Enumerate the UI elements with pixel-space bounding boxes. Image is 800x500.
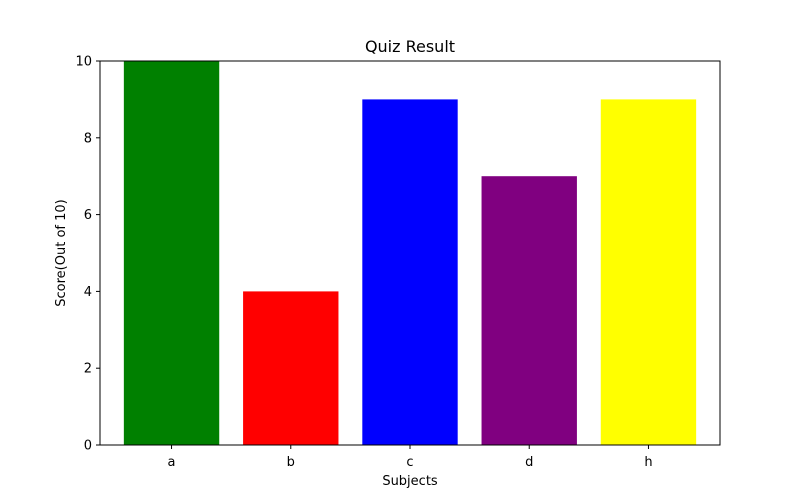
y-axis-label: Score(Out of 10) — [54, 199, 69, 306]
chart-title: Quiz Result — [365, 37, 455, 56]
bar-c — [362, 99, 458, 446]
bar-h — [600, 99, 697, 446]
y-axis-ticks: 0 2 4 6 8 10 — [75, 55, 100, 454]
x-tick-label-h: h — [644, 455, 652, 470]
bar-a — [123, 61, 220, 445]
y-tick-label-0: 0 — [84, 439, 92, 454]
bars-layer — [123, 61, 697, 446]
y-tick-label-2: 2 — [84, 362, 92, 377]
y-tick-label-4: 4 — [84, 285, 92, 300]
bar-d — [481, 176, 577, 445]
x-tick-label-a: a — [168, 455, 176, 470]
x-axis-label: Subjects — [382, 474, 438, 489]
x-tick-label-c: c — [406, 455, 413, 470]
bar-b — [243, 291, 339, 445]
y-tick-label-8: 8 — [84, 131, 92, 146]
y-tick-label-6: 6 — [84, 208, 92, 223]
x-tick-label-b: b — [287, 455, 295, 470]
y-tick-label-10: 10 — [75, 55, 92, 70]
x-tick-label-d: d — [525, 455, 533, 470]
